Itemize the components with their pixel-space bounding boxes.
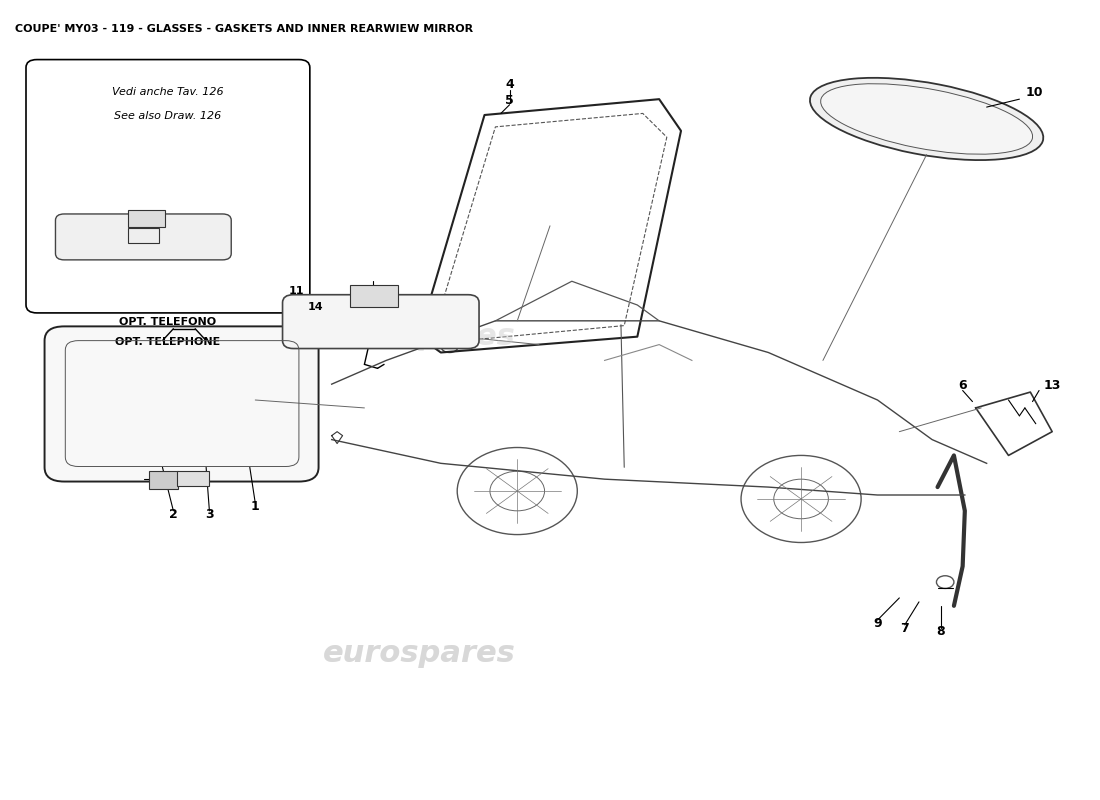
Text: 13: 13 (1044, 379, 1060, 392)
Text: 11: 11 (289, 286, 305, 296)
FancyBboxPatch shape (55, 214, 231, 260)
Text: 12: 12 (79, 231, 95, 241)
FancyBboxPatch shape (128, 228, 160, 243)
Text: eurospares: eurospares (322, 639, 516, 668)
Text: 6: 6 (958, 379, 967, 392)
Text: 8: 8 (936, 625, 945, 638)
Text: eurospares: eurospares (322, 639, 516, 668)
Text: COUPE' MY03 - 119 - GLASSES - GASKETS AND INNER REARWIEW MIRROR: COUPE' MY03 - 119 - GLASSES - GASKETS AN… (15, 24, 473, 34)
FancyBboxPatch shape (128, 210, 165, 227)
Text: 2: 2 (169, 508, 178, 522)
FancyBboxPatch shape (177, 471, 209, 486)
Text: 14: 14 (79, 214, 95, 225)
Ellipse shape (810, 78, 1043, 160)
Text: Vedi anche Tav. 126: Vedi anche Tav. 126 (112, 87, 223, 98)
Text: 3: 3 (205, 508, 213, 522)
FancyBboxPatch shape (150, 471, 178, 489)
Text: 11: 11 (58, 222, 74, 233)
Text: 10: 10 (1026, 86, 1044, 99)
Text: eurospares: eurospares (322, 322, 516, 351)
Text: 9: 9 (873, 617, 882, 630)
FancyBboxPatch shape (350, 286, 398, 307)
Text: OPT. TELEFONO: OPT. TELEFONO (120, 317, 217, 327)
Text: OPT. TELEPHONE: OPT. TELEPHONE (116, 337, 220, 346)
FancyBboxPatch shape (283, 294, 478, 349)
Text: 14: 14 (308, 302, 323, 311)
Ellipse shape (821, 84, 1033, 154)
Text: 7: 7 (901, 622, 910, 634)
FancyBboxPatch shape (45, 326, 319, 482)
FancyBboxPatch shape (26, 59, 310, 313)
Text: 4: 4 (505, 78, 514, 91)
Text: 5: 5 (505, 94, 514, 107)
Text: See also Draw. 126: See also Draw. 126 (114, 111, 221, 121)
Text: 1: 1 (251, 500, 260, 514)
